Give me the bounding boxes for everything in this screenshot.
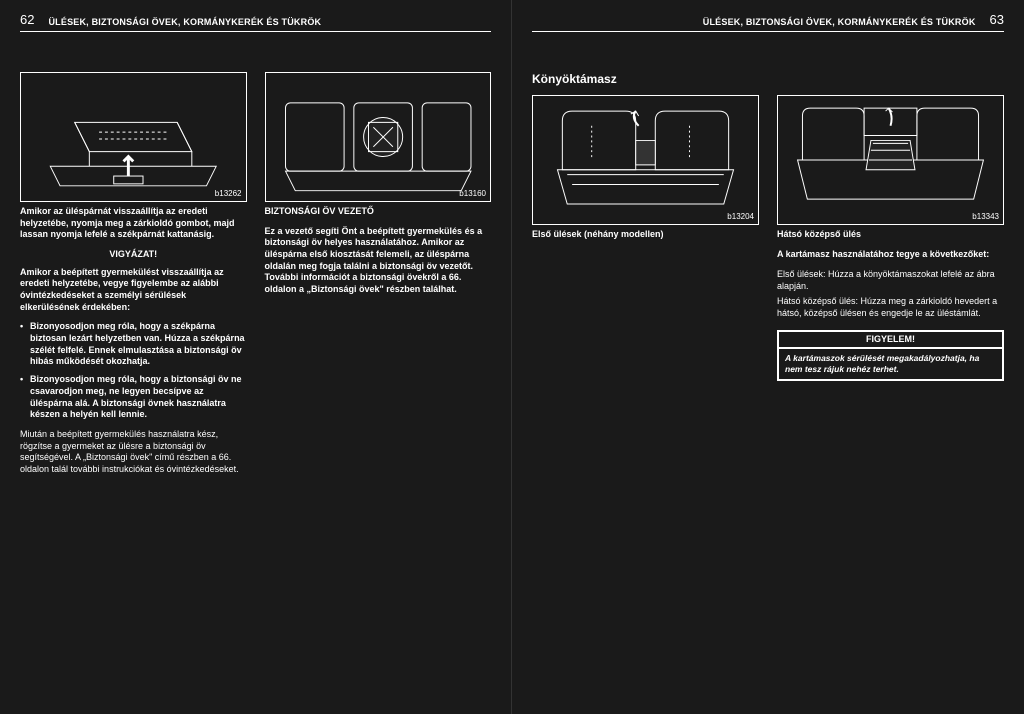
list-item: Bizonyosodjon meg róla, hogy a biztonság… [20,374,247,421]
left-columns: b13262 Amikor az üléspárnát visszaállítj… [20,72,491,484]
figure-front-armrest: b13204 [532,95,759,225]
figure-id: b13204 [727,212,754,222]
page-right: ÜLÉSEK, BIZTONSÁGI ÖVEK, KORMÁNYKERÉK ÉS… [512,0,1024,714]
page-number-right: 63 [990,12,1004,29]
paragraph: Amikor az üléspárnát visszaállítja az er… [20,206,247,241]
header-right: ÜLÉSEK, BIZTONSÁGI ÖVEK, KORMÁNYKERÉK ÉS… [532,12,1004,32]
warning-body: A kartámaszok sérülését megakadályozhatj… [779,349,1002,379]
caution-label: VIGYÁZAT! [20,249,247,261]
caution-list: Bizonyosodjon meg róla, hogy a székpárna… [20,321,247,421]
paragraph: Első ülések: Húzza a könyöktámaszokat le… [777,269,1004,292]
figure-id: b13160 [459,189,486,199]
right-col-2: b13343 Hátsó középső ülés A kartámasz ha… [777,95,1004,381]
header-left: 62 ÜLÉSEK, BIZTONSÁGI ÖVEK, KORMÁNYKERÉK… [20,12,491,32]
right-col-1: b13204 Első ülések (néhány modellen) [532,95,759,381]
caption: Első ülések (néhány modellen) [532,229,759,241]
subheading: BIZTONSÁGI ÖV VEZETŐ [265,206,492,218]
right-columns: b13204 Első ülések (néhány modellen) [532,95,1004,381]
paragraph: A kartámasz használatához tegye a követk… [777,249,1004,261]
chapter-title-left: ÜLÉSEK, BIZTONSÁGI ÖVEK, KORMÁNYKERÉK ÉS… [48,17,321,29]
paragraph: Ez a vezető segíti Önt a beépített gyerm… [265,226,492,296]
chapter-title-right: ÜLÉSEK, BIZTONSÁGI ÖVEK, KORMÁNYKERÉK ÉS… [703,17,976,29]
seat-cushion-illustration [21,73,246,201]
caption: Hátsó középső ülés [777,229,1004,241]
left-col-1: b13262 Amikor az üléspárnát visszaállítj… [20,72,247,484]
list-item: Bizonyosodjon meg róla, hogy a székpárna… [20,321,247,368]
page-number-left: 62 [20,12,34,29]
page-left: 62 ÜLÉSEK, BIZTONSÁGI ÖVEK, KORMÁNYKERÉK… [0,0,512,714]
rear-armrest-illustration [778,96,1003,224]
warning-heading: FIGYELEM! [779,332,1002,350]
figure-id: b13343 [972,212,999,222]
front-armrest-illustration [533,96,758,224]
left-col-2: b13160 BIZTONSÁGI ÖV VEZETŐ Ez a vezető … [265,72,492,484]
belt-guide-illustration [266,73,491,201]
figure-id: b13262 [215,189,242,199]
figure-belt-guide: b13160 [265,72,492,202]
section-title: Könyöktámasz [532,72,1004,88]
warning-box: FIGYELEM! A kartámaszok sérülését megaka… [777,330,1004,382]
figure-seat-cushion: b13262 [20,72,247,202]
paragraph: Miután a beépített gyermekülés használat… [20,429,247,476]
page-spread: 62 ÜLÉSEK, BIZTONSÁGI ÖVEK, KORMÁNYKERÉK… [0,0,1024,714]
paragraph: Hátsó középső ülés: Húzza meg a zárkiold… [777,296,1004,319]
figure-rear-armrest: b13343 [777,95,1004,225]
paragraph: Amikor a beépített gyermekülést visszaál… [20,267,247,314]
